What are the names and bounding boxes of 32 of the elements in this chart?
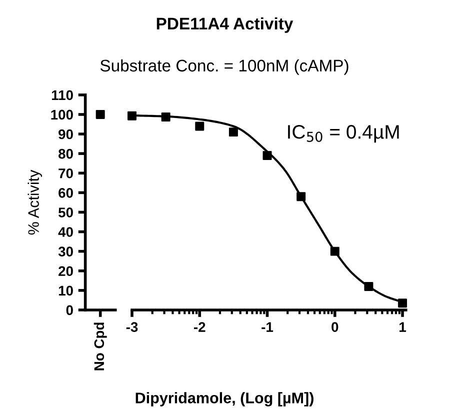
point <box>195 122 204 131</box>
y-tick-label: 30 <box>58 246 73 256</box>
y-tick-label: 60 <box>58 188 73 198</box>
x-tick-label: 1 <box>400 322 406 332</box>
x-tick-label: -1 <box>262 322 274 332</box>
y-tick-label: 0 <box>66 305 73 316</box>
y-tick-label: 90 <box>58 129 73 140</box>
y-tick-label: 80 <box>58 148 73 159</box>
x-tick-label: 0 <box>332 322 338 332</box>
y-tick-label: 50 <box>58 208 73 218</box>
x-tick-label: -3 <box>126 322 138 332</box>
point <box>161 112 170 122</box>
y-tick-label: 100 <box>51 110 73 120</box>
x-tick-label: -2 <box>194 322 206 332</box>
y-tick-label: 20 <box>58 266 73 276</box>
y-tick-label: 70 <box>58 168 73 178</box>
y-tick-label: 10 <box>58 286 73 296</box>
x-axis-title: Dipyridamole, (Log [µM]) <box>136 392 314 406</box>
point <box>330 246 340 256</box>
annotation: IC$_{50}$ = 0.4µM <box>288 124 399 143</box>
chart-subtitle: Substrate Conc. = 100nM (cAMP) <box>100 59 348 75</box>
point <box>398 298 408 308</box>
point <box>262 151 272 160</box>
y-tick-label: 40 <box>58 227 73 237</box>
y-axis-title: % Activity <box>28 170 42 235</box>
chart-title: PDE11A4 Activity <box>156 17 294 33</box>
point <box>228 128 238 137</box>
point <box>296 192 306 202</box>
point <box>364 282 374 291</box>
y-tick-label: 110 <box>52 90 73 100</box>
point <box>128 111 137 120</box>
x-tick-label: No Cpd <box>94 322 107 370</box>
